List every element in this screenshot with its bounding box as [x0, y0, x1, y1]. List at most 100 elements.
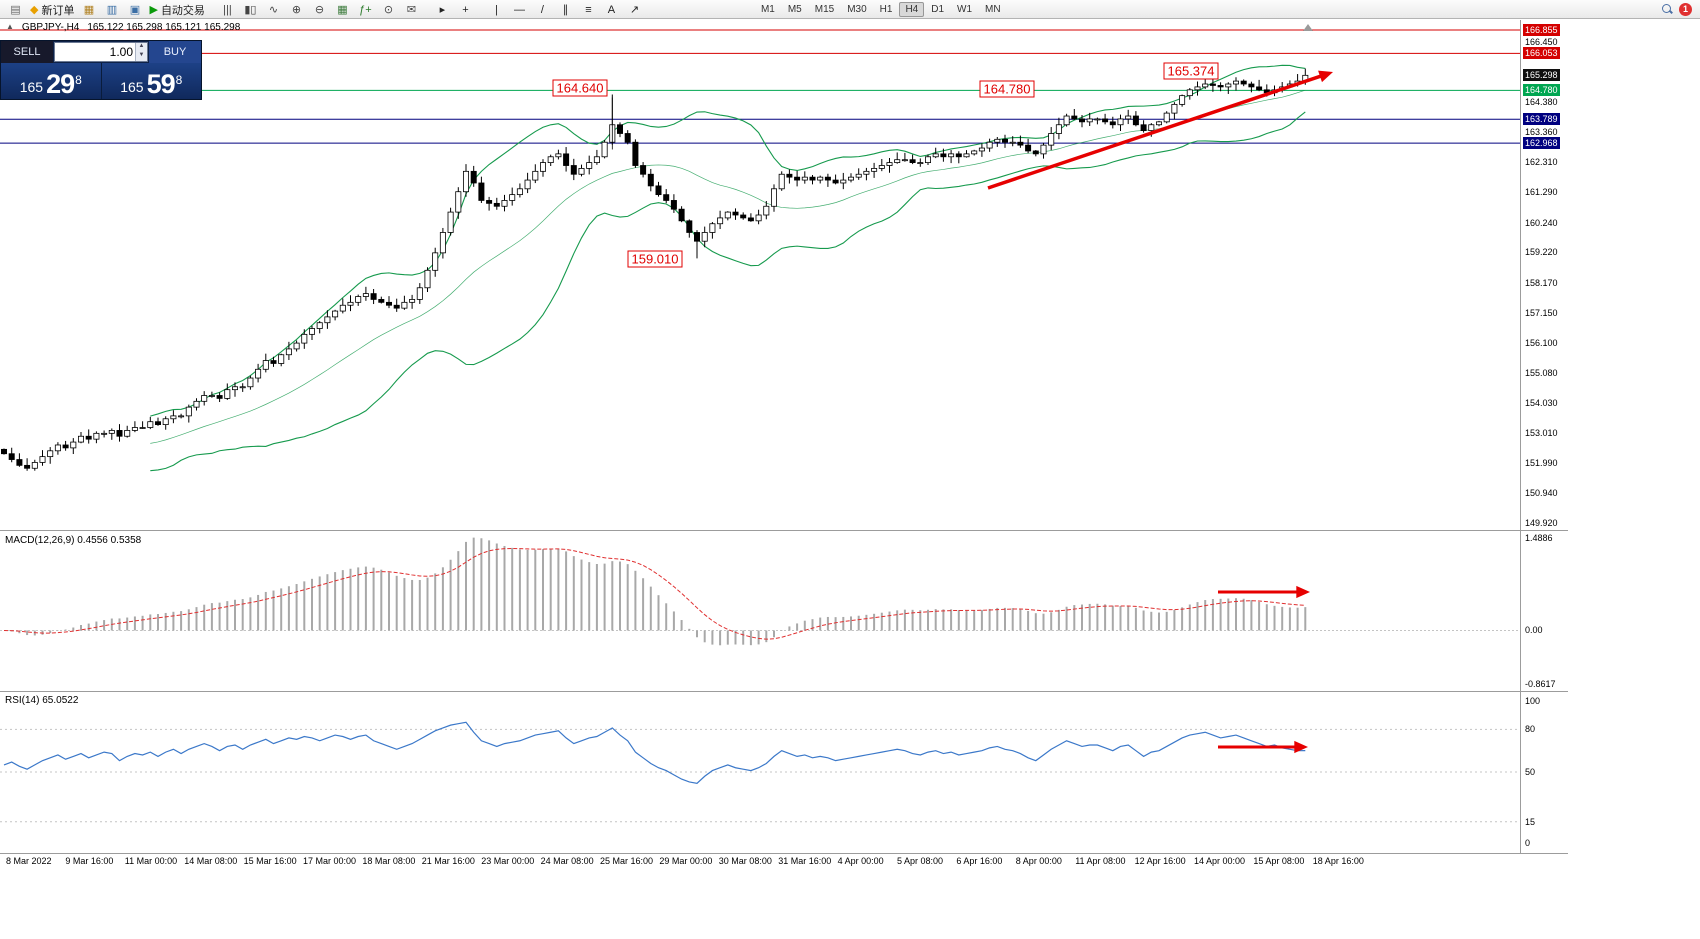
- channel-icon-glyph: ∥: [562, 3, 569, 16]
- bar-chart-icon-glyph: |||: [223, 3, 232, 16]
- timeframe-button-m1[interactable]: M1: [760, 3, 775, 15]
- price-axis-label: 153.010: [1525, 428, 1558, 439]
- indicators-icon[interactable]: ƒ+: [354, 1, 377, 19]
- line-chart-icon-glyph: ∿: [268, 3, 279, 16]
- channel-icon[interactable]: ∥: [554, 1, 577, 19]
- panel-separator[interactable]: [0, 530, 1568, 531]
- text-icon[interactable]: A: [600, 1, 623, 19]
- autotrading-button[interactable]: ▶ 自动交易: [146, 1, 207, 19]
- price-annotation-164-640[interactable]: 164.640: [552, 79, 608, 97]
- timeframe-button-w1[interactable]: W1: [957, 3, 973, 15]
- zoom-out-icon-glyph: ⊖: [314, 3, 325, 16]
- time-axis-label: 5 Apr 08:00: [897, 856, 944, 866]
- timeframe-button-m5[interactable]: M5: [787, 3, 802, 15]
- timeframe-button-mn[interactable]: MN: [985, 3, 1001, 15]
- market-watch-icon[interactable]: ▣: [123, 1, 146, 19]
- notification-badge[interactable]: 1: [1679, 2, 1692, 16]
- volume-up-icon[interactable]: ▲: [136, 43, 147, 52]
- text-icon-glyph: A: [607, 3, 616, 16]
- horizontal-line-icon[interactable]: —: [508, 1, 531, 19]
- rsi-panel-canvas[interactable]: [0, 692, 1520, 853]
- price-axis-label: 165.298: [1523, 69, 1560, 82]
- time-axis-label: 8 Mar 2022: [6, 856, 52, 866]
- vertical-line-icon[interactable]: |: [485, 1, 508, 19]
- timeframe-button-h1[interactable]: H1: [879, 3, 893, 15]
- candlestick-chart-icon[interactable]: ▮▯: [239, 1, 262, 19]
- chart-grid-icon[interactable]: ▦: [77, 1, 100, 19]
- time-axis-label: 14 Apr 00:00: [1194, 856, 1246, 866]
- time-axis-label: 21 Mar 16:00: [421, 856, 475, 866]
- timeframe-button-m30[interactable]: M30: [847, 3, 867, 15]
- tile-windows-icon[interactable]: ▦: [331, 1, 354, 19]
- macd-panel-canvas[interactable]: [0, 532, 1520, 691]
- fibonacci-icon[interactable]: ≡: [577, 1, 600, 19]
- window-icon[interactable]: ▤: [4, 1, 27, 19]
- panel-separator: [0, 853, 1568, 854]
- price-annotation-165-374[interactable]: 165.374: [1163, 62, 1219, 80]
- chart-header: ▲ GBPJPY-,H4 165.122 165.298 165.121 165…: [6, 22, 240, 33]
- panel-separator[interactable]: [0, 691, 1568, 692]
- rsi-axis-label: 0: [1525, 838, 1531, 848]
- buy-price-point: 8: [175, 73, 183, 87]
- price-axis-label: 166.450: [1525, 36, 1558, 47]
- timeframe-toolbar: M1 M5 M15 M30 H1 H4 D1 W1 MN: [755, 1, 1007, 17]
- main-chart-canvas[interactable]: [0, 20, 1520, 532]
- timeframe-button-d1[interactable]: D1: [931, 3, 945, 15]
- horizontal-line-icon-glyph: —: [513, 3, 525, 16]
- time-axis-label: 18 Apr 16:00: [1312, 856, 1364, 866]
- price-annotation-159-010[interactable]: 159.010: [627, 250, 683, 268]
- timeframe-button-m15[interactable]: M15: [814, 3, 835, 15]
- vertical-line-icon-glyph: |: [495, 3, 498, 16]
- sell-button[interactable]: SELL: [1, 41, 53, 63]
- arrow-tool-icon[interactable]: ↗: [623, 1, 646, 19]
- price-axis-label: 162.968: [1523, 137, 1560, 150]
- buy-button[interactable]: BUY: [149, 41, 201, 63]
- time-axis-label: 14 Mar 08:00: [184, 856, 238, 866]
- timeframe-button-h4[interactable]: H4: [899, 1, 925, 17]
- chart-shift-marker[interactable]: [1303, 24, 1313, 31]
- one-click-trading-panel: SELL ▲ ▼ BUY 165 29 8 165 59 8: [0, 40, 202, 100]
- new-order-button[interactable]: ◆ 新订单: [27, 1, 77, 19]
- chart-grid-icon-glyph: ▦: [83, 3, 95, 16]
- profiles-icon[interactable]: ▥: [100, 1, 123, 19]
- sell-price-major: 165: [19, 79, 44, 95]
- crosshair-icon[interactable]: +: [454, 1, 477, 19]
- fibonacci-icon-glyph: ≡: [585, 3, 592, 16]
- buy-price[interactable]: 165 59 8: [102, 63, 202, 99]
- time-axis-label: 8 Apr 00:00: [1015, 856, 1062, 866]
- sell-price[interactable]: 165 29 8: [1, 63, 102, 99]
- zoom-out-icon[interactable]: ⊖: [308, 1, 331, 19]
- price-axis-label: 162.310: [1525, 157, 1558, 168]
- new-order-button-label: 新订单: [41, 4, 75, 17]
- price-axis-label: 163.360: [1525, 126, 1558, 137]
- price-axis-label: 150.940: [1525, 488, 1558, 499]
- trade-panel-top-row: SELL ▲ ▼ BUY: [1, 41, 201, 63]
- price-annotation-164-780[interactable]: 164.780: [979, 80, 1035, 98]
- mail-icon[interactable]: ✉: [400, 1, 423, 19]
- line-chart-icon[interactable]: ∿: [262, 1, 285, 19]
- time-axis-label: 31 Mar 16:00: [778, 856, 832, 866]
- trendline-icon-glyph: /: [540, 3, 544, 16]
- volume-down-icon[interactable]: ▼: [136, 52, 147, 61]
- price-axis-label: 163.789: [1523, 113, 1560, 126]
- rsi-indicator-label: RSI(14) 65.0522: [5, 695, 79, 706]
- bar-chart-icon[interactable]: |||: [216, 1, 239, 19]
- macd-axis-label: 0.00: [1525, 625, 1543, 636]
- price-axis-label: 161.290: [1525, 187, 1558, 197]
- price-axis-label: 154.030: [1525, 398, 1558, 409]
- trendline-icon[interactable]: /: [531, 1, 554, 19]
- price-axis-label: 164.780: [1523, 84, 1560, 97]
- cursor-icon[interactable]: ▸: [431, 1, 454, 19]
- periods-icon[interactable]: ⊙: [377, 1, 400, 19]
- price-axis-label: 158.170: [1525, 277, 1558, 288]
- toolbar-buttons: ▤ ◆ 新订单 ▦ ▥ ▣ ▶ 自动交易 ||| ▮▯ ∿ ⊕ ⊖ ▦ ƒ+ ⊙ ✉ ▸ + | — / ∥ ≡ A ↗: [4, 0, 654, 19]
- time-axis-label: 30 Mar 08:00: [718, 856, 772, 866]
- zoom-in-icon[interactable]: ⊕: [285, 1, 308, 19]
- autotrading-glyph: ▶: [149, 3, 158, 16]
- toolbar-right: 1: [1661, 2, 1696, 16]
- search-icon[interactable]: [1661, 3, 1673, 15]
- rsi-axis-label: 80: [1525, 724, 1536, 735]
- chart-collapse-icon[interactable]: ▲: [6, 22, 14, 31]
- sell-price-pips: 29: [46, 69, 75, 99]
- volume-input[interactable]: [55, 44, 135, 60]
